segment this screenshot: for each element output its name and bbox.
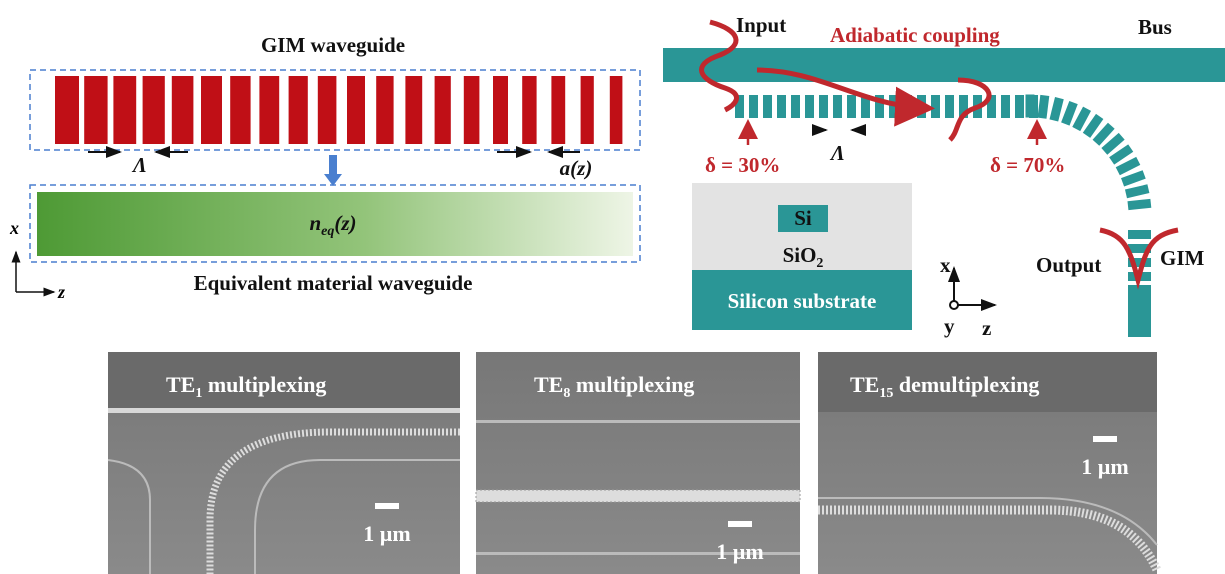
gim-title: GIM waveguide [261, 33, 405, 57]
sem-title-sub: 15 [879, 386, 893, 401]
gim-bar [464, 76, 480, 144]
width-label: a(z) [560, 156, 593, 180]
axis-z: z [57, 282, 65, 302]
gim-bar [581, 76, 594, 144]
material-title: Equivalent material waveguide [194, 271, 473, 295]
si-label: Si [794, 206, 812, 230]
gim-bar [522, 76, 536, 144]
sem-title-main: TE [850, 372, 879, 397]
period-label: Λ [131, 153, 147, 177]
figure: GIM waveguide Λ a(z) neq(z) Equivalent m… [0, 0, 1225, 574]
sem-panel: TE1 multiplexing 1 µm [108, 352, 460, 574]
sem-title: TE8 multiplexing [534, 372, 694, 401]
neq-sub: eq [321, 224, 334, 239]
gim-bar [55, 76, 79, 144]
gim-bar [172, 76, 194, 144]
bus-waveguide [663, 48, 1225, 82]
sem-title-main: TE [166, 372, 195, 397]
down-arrow [329, 155, 337, 175]
scale-bar [1093, 436, 1117, 442]
period-label: Λ [829, 141, 845, 165]
sem-panel: TE15 demultiplexing 1 µm [818, 352, 1157, 574]
gim-segment [749, 95, 758, 118]
gim-bar [230, 76, 250, 144]
scale-bar [375, 503, 399, 509]
gim-bar [259, 76, 279, 144]
input-label: Input [736, 13, 786, 37]
coupling-label: Adiabatic coupling [830, 23, 1000, 47]
sem-band [476, 420, 800, 423]
sem-title: TE15 demultiplexing [850, 372, 1039, 401]
down-arrow-head [324, 174, 342, 186]
gim-segment [945, 95, 954, 118]
gim-bar [551, 76, 565, 144]
gim-segment [819, 95, 828, 118]
gim-label: GIM [1160, 246, 1205, 270]
sem-title-sub: 8 [563, 386, 570, 401]
sem-bus [108, 408, 460, 413]
gim-segment [1127, 199, 1151, 210]
scale-label: 1 µm [363, 521, 411, 546]
neq-rest: (z) [334, 211, 356, 235]
sem-grating [476, 490, 800, 502]
gim-bar [435, 76, 451, 144]
gim-segment [1128, 230, 1151, 239]
sio2-main: SiO [783, 243, 817, 267]
gim-segment [805, 95, 814, 118]
gim-segment [931, 95, 940, 118]
gim-segment [1038, 95, 1050, 119]
axis-y: y [944, 314, 955, 338]
axis-origin [950, 301, 958, 309]
sem-title-rest: multiplexing [570, 372, 694, 397]
gim-segment [1026, 95, 1035, 118]
gim-bar [143, 76, 165, 144]
sem-title: TE1 multiplexing [166, 372, 326, 401]
gim-bar [201, 76, 222, 144]
scale-label: 1 µm [1081, 454, 1129, 479]
sem-title-main: TE [534, 372, 563, 397]
right-panel: Input Adiabatic coupling Bus δ = 30% δ =… [663, 13, 1225, 340]
gim-bar [84, 76, 107, 144]
gim-segment [1049, 97, 1063, 121]
gim-bar [405, 76, 422, 144]
sio2-sub: 2 [816, 256, 823, 271]
axis-x: x [940, 253, 951, 277]
gim-bar [318, 76, 337, 144]
delta-30: δ = 30% [705, 153, 780, 177]
sem-panel: TE8 multiplexing 1 µm [476, 352, 800, 574]
output-waveguide [1128, 285, 1151, 330]
axis-x: x [9, 218, 19, 238]
gim-segment [763, 95, 772, 118]
gim-mode [950, 80, 989, 140]
gim-segment [1125, 184, 1149, 198]
gim-bars [55, 76, 622, 144]
sem-title-rest: demultiplexing [893, 372, 1039, 397]
gim-bar [493, 76, 508, 144]
gim-segment [847, 95, 856, 118]
sem-title-rest: multiplexing [202, 372, 326, 397]
gim-bar [376, 76, 393, 144]
scale-bar [728, 521, 752, 527]
gim-segment [1001, 95, 1010, 118]
gim-bar [113, 76, 136, 144]
gim-segment [777, 95, 786, 118]
substrate-label: Silicon substrate [728, 289, 877, 313]
delta-70: δ = 70% [990, 153, 1065, 177]
left-panel: GIM waveguide Λ a(z) neq(z) Equivalent m… [9, 33, 640, 302]
neq-main: n [309, 211, 321, 235]
bus-label: Bus [1138, 15, 1172, 39]
scale-label: 1 µm [716, 539, 764, 564]
axis-z: z [982, 316, 991, 340]
gim-segment [833, 95, 842, 118]
gim-bar [289, 76, 308, 144]
output-label: Output [1036, 253, 1101, 277]
gim-segment [791, 95, 800, 118]
sem-title-sub: 1 [195, 386, 202, 401]
gim-segment [1015, 95, 1024, 118]
gim-bar [610, 76, 623, 144]
gim-bar [347, 76, 365, 144]
